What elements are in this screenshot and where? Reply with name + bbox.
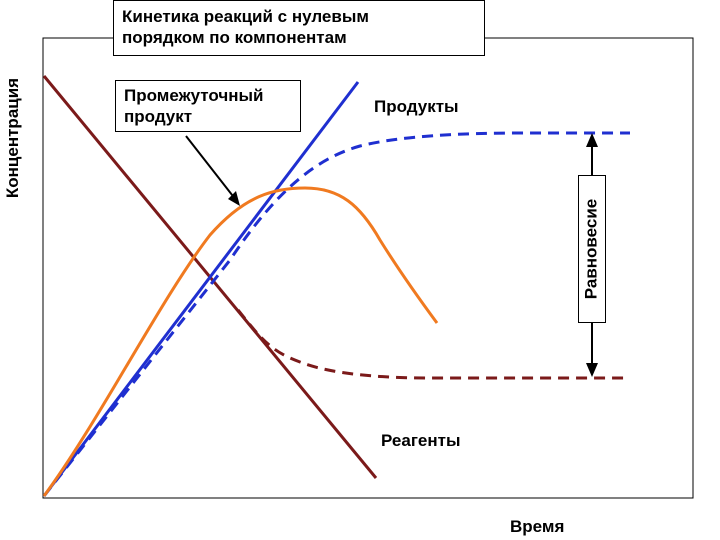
intermediate-pointer-arrowhead	[228, 191, 240, 206]
product-equilibrium-curve	[42, 131, 630, 497]
reagent-equilibrium-curve	[236, 309, 630, 380]
intermediate-label-line-1: Промежуточный	[124, 86, 264, 105]
equilibrium-label: Равновесие	[581, 198, 601, 300]
intermediate-pointer-arrow	[185, 135, 237, 201]
y-axis-label: Концентрация	[3, 77, 22, 199]
reagents-label: Реагенты	[381, 431, 461, 450]
diagram-title-box: Кинетика реакций с нулевым порядком по к…	[113, 0, 485, 56]
product-zero-order-line	[42, 81, 360, 497]
equilibrium-arrowhead-up	[586, 133, 598, 147]
equilibrium-label-box: Равновесие	[578, 175, 606, 323]
intermediate-curve	[42, 186, 439, 497]
intermediate-label-box: Промежуточный продукт	[115, 80, 301, 132]
x-axis-label: Время	[510, 517, 565, 536]
diagram-title-line-1: Кинетика реакций с нулевым	[122, 7, 369, 26]
intermediate-label-line-2: продукт	[124, 107, 193, 126]
diagram-title-line-2: порядком по компонентам	[122, 28, 347, 47]
products-label: Продукты	[374, 97, 459, 116]
equilibrium-arrowhead-down	[586, 363, 598, 377]
